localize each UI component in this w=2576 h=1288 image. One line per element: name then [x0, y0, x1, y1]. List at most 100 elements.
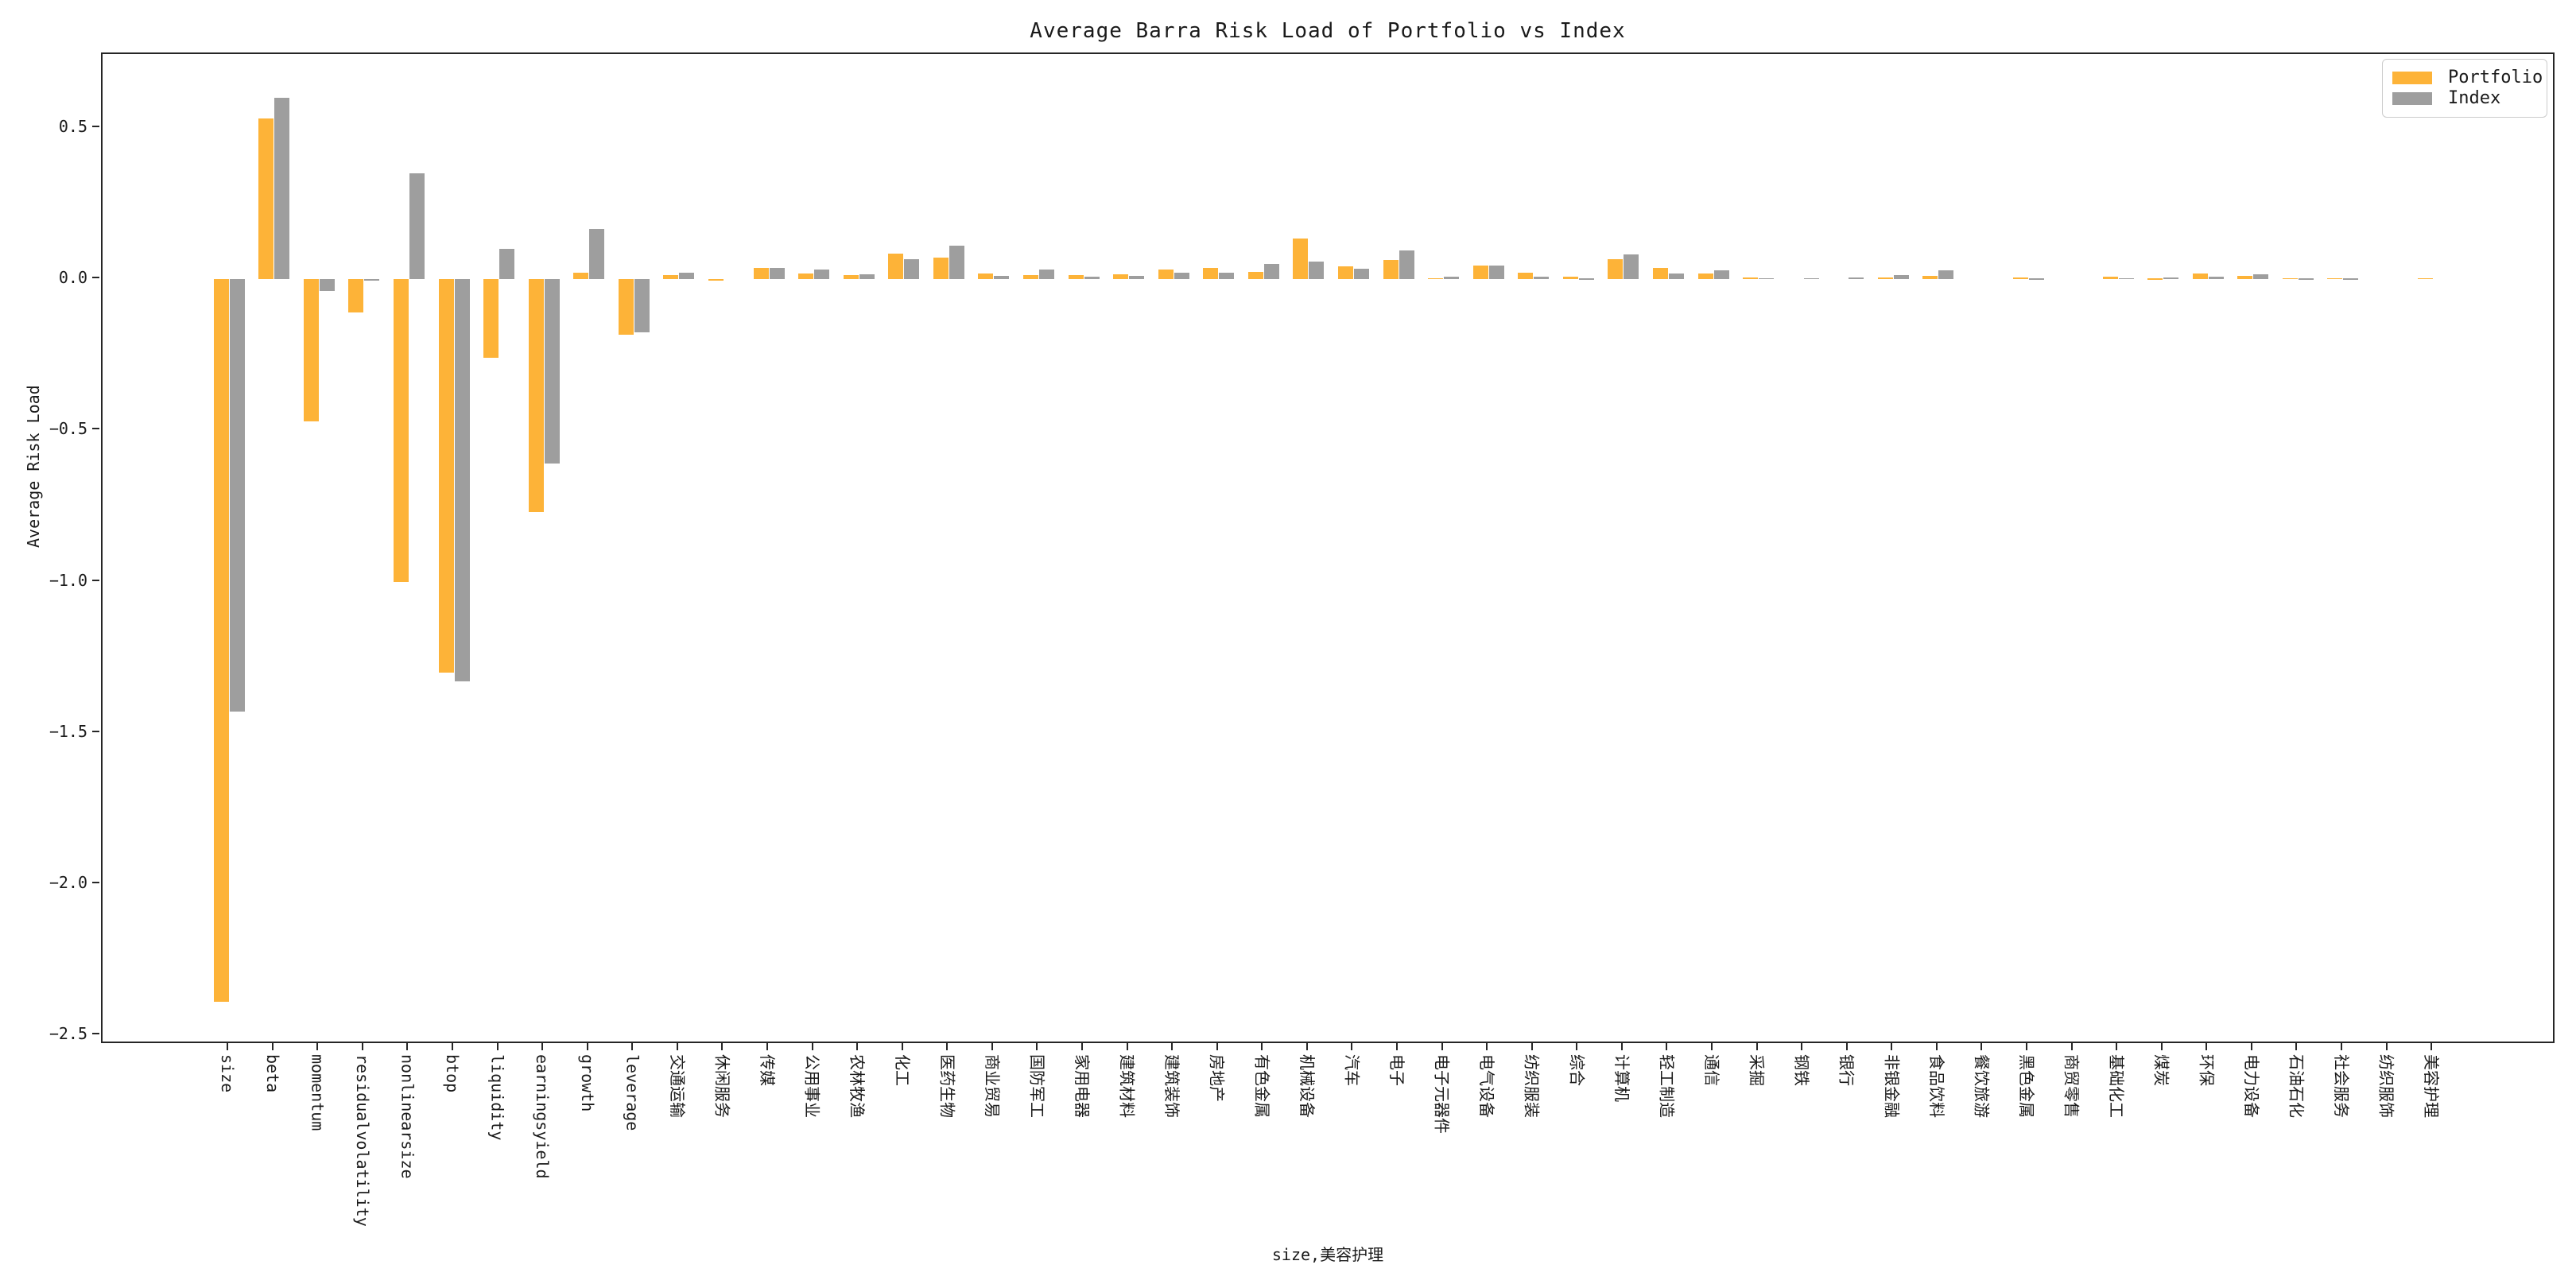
x-tick-mark [1036, 1043, 1038, 1050]
x-tick-label-27: 电子元器件 [1432, 1054, 1452, 1134]
y-tick-label: 0.5 [58, 116, 87, 136]
x-tick-mark [631, 1043, 634, 1050]
bar-portfolio-传媒 [753, 268, 769, 280]
bar-portfolio-社会服务 [2327, 277, 2343, 280]
x-tick-mark [2070, 1043, 2073, 1050]
bar-portfolio-国防军工 [1022, 274, 1038, 280]
x-tick-label-21: 建筑装饰 [1162, 1054, 1182, 1118]
x-tick-mark [1891, 1043, 1893, 1050]
bar-index-建筑装饰 [1174, 272, 1189, 280]
x-tick-label-49: 美容护理 [2422, 1054, 2442, 1118]
x-tick-mark [227, 1043, 229, 1050]
x-tick-label-31: 计算机 [1612, 1054, 1631, 1102]
legend-entry-portfolio: Portfolio [2392, 68, 2543, 88]
x-tick-mark [1530, 1043, 1533, 1050]
bar-portfolio-通信 [1697, 273, 1713, 280]
bar-portfolio-医药生物 [933, 258, 949, 280]
x-tick-mark [2206, 1043, 2208, 1050]
x-tick-mark [1351, 1043, 1353, 1050]
y-tick-mark [92, 881, 99, 883]
bar-portfolio-交通运输 [663, 275, 679, 280]
bar-index-非银金融 [1893, 275, 1909, 280]
x-tick-mark [496, 1043, 499, 1050]
x-tick-label-24: 机械设备 [1297, 1054, 1317, 1118]
bar-portfolio-电子 [1383, 260, 1399, 280]
bar-portfolio-计算机 [1608, 259, 1624, 280]
x-tick-label-3: residualvolatility [352, 1054, 372, 1227]
bar-index-房地产 [1219, 272, 1235, 280]
bar-index-计算机 [1624, 254, 1639, 280]
x-axis-label: size,美容护理 [1271, 1245, 1384, 1264]
y-tick-label: −2.0 [48, 872, 87, 892]
bar-portfolio-轻工制造 [1652, 267, 1668, 280]
x-tick-label-36: 银行 [1837, 1054, 1856, 1086]
bar-portfolio-农林牧渔 [843, 275, 859, 280]
x-tick-mark [1576, 1043, 1578, 1050]
x-tick-label-10: 交通运输 [667, 1054, 687, 1118]
y-tick-label: −2.5 [48, 1024, 87, 1044]
x-tick-mark [1666, 1043, 1668, 1050]
bar-index-residualvolatility [364, 279, 380, 281]
portfolio-swatch-icon [2392, 72, 2432, 84]
x-tick-mark [2431, 1043, 2433, 1050]
bar-portfolio-建筑装饰 [1158, 269, 1174, 280]
x-tick-label-11: 休闲服务 [712, 1054, 732, 1118]
bar-index-growth [589, 229, 605, 280]
legend-label-index: Index [2448, 88, 2501, 108]
bar-portfolio-momentum [303, 279, 319, 421]
x-tick-mark [1755, 1043, 1758, 1050]
x-tick-label-16: 医药生物 [937, 1054, 957, 1118]
x-tick-mark [2385, 1043, 2388, 1050]
bar-index-传媒 [769, 267, 785, 280]
bar-index-黑色金属 [2028, 278, 2044, 280]
x-tick-label-20: 建筑材料 [1117, 1054, 1137, 1118]
bar-portfolio-非银金融 [1877, 277, 1893, 280]
x-tick-label-12: 传媒 [758, 1054, 778, 1086]
bar-index-农林牧渔 [859, 274, 875, 280]
chart-title: Average Barra Risk Load of Portfolio vs … [1030, 19, 1626, 43]
bar-portfolio-休闲服务 [708, 279, 724, 281]
bar-portfolio-电气设备 [1472, 265, 1488, 280]
x-tick-mark [2340, 1043, 2342, 1050]
x-tick-label-2: momentum [308, 1054, 328, 1131]
y-tick-mark [92, 428, 99, 430]
x-tick-label-43: 煤炭 [2151, 1054, 2171, 1086]
bar-index-liquidity [499, 249, 515, 280]
x-tick-mark [316, 1043, 319, 1050]
x-tick-mark [2116, 1043, 2118, 1050]
y-axis-label: Average Risk Load [24, 385, 43, 548]
x-tick-mark [1486, 1043, 1488, 1050]
bar-index-有色金属 [1263, 264, 1279, 280]
bar-index-采掘 [1759, 277, 1775, 280]
x-tick-label-38: 食品饮料 [1926, 1054, 1946, 1118]
bar-portfolio-煤炭 [2147, 278, 2163, 280]
bar-portfolio-growth [573, 273, 589, 280]
y-tick-mark [92, 277, 99, 279]
bar-portfolio-btop [438, 279, 454, 673]
bar-index-煤炭 [2163, 277, 2179, 280]
legend-entry-index: Index [2392, 88, 2537, 109]
x-tick-mark [1620, 1043, 1623, 1050]
bar-portfolio-家用电器 [1068, 275, 1084, 280]
bar-index-电子元器件 [1444, 277, 1460, 280]
bar-portfolio-商业贸易 [978, 274, 994, 280]
bar-index-size [229, 279, 245, 712]
x-tick-label-9: leverage [623, 1054, 642, 1131]
legend-label-portfolio: Portfolio [2448, 68, 2543, 87]
x-tick-label-48: 纺织服饰 [2376, 1054, 2396, 1118]
x-tick-mark [1396, 1043, 1399, 1050]
bar-portfolio-机械设备 [1293, 238, 1309, 280]
bar-index-电力设备 [2253, 274, 2269, 280]
bar-portfolio-nonlinearsize [393, 279, 409, 582]
x-tick-mark [1801, 1043, 1803, 1050]
bar-index-钢铁 [1803, 277, 1819, 280]
bar-portfolio-电子元器件 [1428, 277, 1444, 280]
bar-portfolio-公用事业 [798, 274, 814, 280]
x-tick-label-4: nonlinearsize [398, 1054, 417, 1179]
bar-index-beta [274, 97, 290, 280]
bar-index-momentum [319, 279, 335, 292]
x-tick-mark [1441, 1043, 1443, 1050]
bar-index-电气设备 [1488, 265, 1504, 280]
x-tick-label-39: 餐饮旅游 [1972, 1054, 1992, 1118]
x-tick-label-34: 采掘 [1747, 1054, 1767, 1086]
